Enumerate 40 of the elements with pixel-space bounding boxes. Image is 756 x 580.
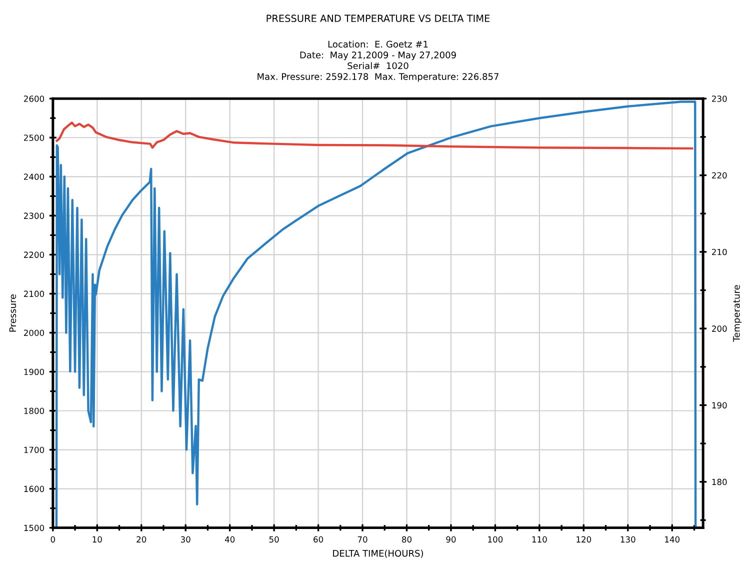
y-tick-label: 1800 xyxy=(24,408,44,414)
x-tick-label: 130 xyxy=(620,536,636,543)
x-tick-label: 110 xyxy=(532,536,547,543)
y2-tick-label: 200 xyxy=(712,326,727,332)
chart-title: PRESSURE AND TEMPERATURE VS DELTA TIME xyxy=(266,14,490,22)
y-tick-label: 2100 xyxy=(24,290,44,297)
chart-subtitle: Location: E. Goetz #1 Date: May 21,2009 - May 27,2009 Serial# 1020 Max. Pressure: 2592.178 Max. Temperature: 226.857 xyxy=(258,40,498,82)
x-tick-label: 80 xyxy=(402,536,412,543)
y-tick-label: 1500 xyxy=(24,524,44,532)
x-axis-title: DELTA TIME(HOURS) xyxy=(333,550,423,558)
x-tick-label: 50 xyxy=(269,536,279,543)
y2-axis-title: Temperature xyxy=(733,285,742,342)
x-tick-label: 60 xyxy=(314,536,324,543)
x-tick-label: 30 xyxy=(180,536,190,543)
x-tick-label: 20 xyxy=(136,536,146,543)
x-tick-label: 0 xyxy=(50,536,56,543)
x-tick-label: 140 xyxy=(665,536,680,543)
x-tick-label: 40 xyxy=(224,536,235,543)
x-tick-label: 70 xyxy=(358,536,368,543)
y-tick-label: 2600 xyxy=(24,96,44,102)
y2-tick-label: 220 xyxy=(712,172,727,179)
y2-tick-label: 210 xyxy=(712,248,727,256)
x-tick-label: 90 xyxy=(446,536,456,543)
y2-tick-label: 230 xyxy=(712,96,727,102)
y-tick-label: 2000 xyxy=(24,330,44,336)
x-tick-label: 120 xyxy=(576,536,592,543)
line-series xyxy=(55,100,697,528)
y-tick-label: 1700 xyxy=(24,446,44,454)
y-tick-label: 2500 xyxy=(24,134,44,141)
x-tick-label: 10 xyxy=(92,536,102,543)
y-tick-label: 1600 xyxy=(24,486,44,492)
y2-tick-label: 190 xyxy=(712,402,727,408)
x-tick-label: 100 xyxy=(488,536,503,543)
y-axis-title: Pressure xyxy=(9,294,16,332)
line-series xyxy=(56,122,694,150)
y-tick-label: 2200 xyxy=(24,252,44,258)
y-tick-label: 1900 xyxy=(24,368,44,376)
y-tick-label: 2400 xyxy=(24,174,44,180)
y2-tick-label: 180 xyxy=(712,478,727,486)
y-tick-label: 2300 xyxy=(24,212,44,219)
